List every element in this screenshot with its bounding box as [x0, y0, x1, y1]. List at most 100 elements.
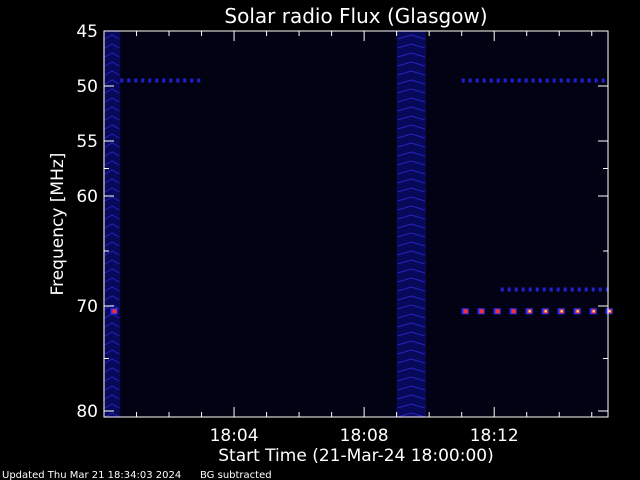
- x-tick-label: 18:08: [340, 426, 389, 446]
- axes-border: [103, 30, 609, 418]
- burst-texture: [397, 268, 426, 274]
- burst-texture: [397, 304, 426, 310]
- burst-texture: [397, 97, 426, 103]
- emission-dash: [176, 78, 180, 83]
- burst-texture: [397, 160, 426, 166]
- burst-texture: [104, 61, 120, 67]
- burst-texture: [397, 142, 426, 148]
- burst-texture: [104, 367, 120, 373]
- emission-dash: [594, 78, 598, 83]
- emission-dash: [521, 287, 525, 292]
- burst-texture: [397, 61, 426, 67]
- burst-texture: [104, 223, 120, 229]
- emission-peak: [576, 310, 579, 313]
- burst-texture: [104, 295, 120, 301]
- x-tick-label: 18:04: [210, 426, 259, 446]
- emission-peak: [608, 310, 611, 313]
- emission-dash: [468, 78, 472, 83]
- burst-texture: [104, 79, 120, 85]
- emission-dash: [503, 78, 507, 83]
- emission-dash: [559, 78, 563, 83]
- emission-dash: [510, 78, 514, 83]
- emission-dash: [148, 78, 152, 83]
- burst-texture: [397, 403, 426, 409]
- burst-texture: [397, 52, 426, 58]
- y-tick-label: 50: [76, 77, 98, 97]
- burst-texture: [104, 403, 120, 409]
- burst-texture: [397, 133, 426, 139]
- burst-texture: [397, 412, 426, 418]
- burst-texture: [104, 178, 120, 184]
- chart-title: Solar radio Flux (Glasgow): [224, 4, 487, 28]
- y-tick-label: 60: [76, 187, 98, 207]
- burst-texture: [104, 34, 120, 40]
- burst-texture: [104, 52, 120, 58]
- burst-texture: [104, 187, 120, 193]
- burst-texture: [397, 277, 426, 283]
- burst-texture: [104, 133, 120, 139]
- burst-texture: [104, 412, 120, 418]
- emission-dash: [162, 78, 166, 83]
- emission-core: [495, 309, 500, 314]
- burst-texture: [397, 187, 426, 193]
- emission-dash: [545, 78, 549, 83]
- burst-texture: [104, 331, 120, 337]
- emission-dash: [514, 287, 518, 292]
- burst-texture: [397, 106, 426, 112]
- emission-dash: [507, 287, 511, 292]
- emission-dash: [566, 78, 570, 83]
- emission-dash: [489, 78, 493, 83]
- burst-texture: [104, 43, 120, 49]
- emission-peak: [560, 310, 563, 313]
- emission-core: [112, 309, 117, 314]
- burst-texture: [397, 358, 426, 364]
- emission-core: [463, 309, 468, 314]
- emission-dash: [528, 287, 532, 292]
- emission-dash: [190, 78, 194, 83]
- burst-texture: [104, 196, 120, 202]
- burst-texture: [104, 214, 120, 220]
- burst-texture: [397, 286, 426, 292]
- burst-texture: [397, 34, 426, 40]
- x-tick-label: 18:12: [470, 426, 519, 446]
- burst-texture: [104, 169, 120, 175]
- emission-dash: [134, 78, 138, 83]
- burst-texture: [397, 241, 426, 247]
- emission-dash: [542, 287, 546, 292]
- burst-texture: [397, 232, 426, 238]
- burst-texture: [397, 88, 426, 94]
- axis-ticks: 45 50 55 60 70 80 18:04 18:08 18:12: [76, 22, 608, 446]
- burst-texture: [397, 340, 426, 346]
- updated-timestamp: Updated Thu Mar 21 18:34:03 2024: [2, 470, 181, 480]
- emission-dash: [496, 78, 500, 83]
- burst-texture: [104, 241, 120, 247]
- emission-dash: [563, 287, 567, 292]
- y-tick-label: 55: [76, 132, 98, 152]
- burst-texture: [397, 79, 426, 85]
- emission-dash: [524, 78, 528, 83]
- emission-dash: [183, 78, 187, 83]
- y-tick-label: 80: [76, 402, 98, 422]
- burst-texture: [397, 349, 426, 355]
- burst-texture: [397, 322, 426, 328]
- plot-background: [104, 31, 608, 417]
- emission-dash: [549, 287, 553, 292]
- burst-texture: [104, 394, 120, 400]
- emission-peak: [528, 310, 531, 313]
- emission-peak: [592, 310, 595, 313]
- burst-texture: [397, 376, 426, 382]
- x-axis-label: Start Time (21-Mar-24 18:00:00): [218, 446, 493, 466]
- emission-dash: [577, 287, 581, 292]
- emission-dash: [601, 78, 605, 83]
- burst-texture: [397, 313, 426, 319]
- emission-dash: [538, 78, 542, 83]
- emission-dash: [475, 78, 479, 83]
- burst-texture: [104, 322, 120, 328]
- burst-texture: [397, 394, 426, 400]
- emission-dash: [120, 78, 124, 83]
- burst-texture: [104, 97, 120, 103]
- burst-texture: [397, 151, 426, 157]
- burst-texture: [104, 250, 120, 256]
- burst-texture: [104, 232, 120, 238]
- burst-texture: [397, 223, 426, 229]
